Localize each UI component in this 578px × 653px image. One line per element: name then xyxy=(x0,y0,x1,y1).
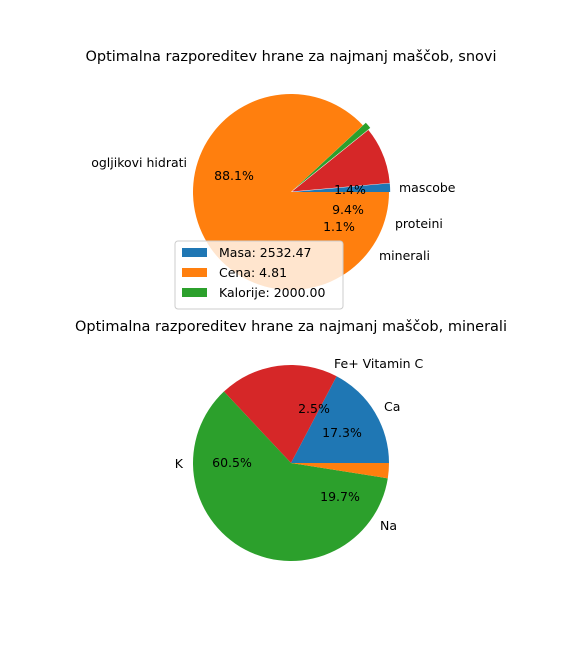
pie-chart-snovi: Optimalna razporeditev hrane za najmanj … xyxy=(85,49,497,310)
slice-label: K xyxy=(175,456,184,471)
slice-percent: 19.7% xyxy=(320,489,360,504)
slice-percent: 9.4% xyxy=(332,202,364,217)
slice-label: minerali xyxy=(379,248,430,263)
pie-slice xyxy=(292,130,390,192)
legend-swatch xyxy=(182,288,207,297)
legend-entry: Kalorije: 2000.00 xyxy=(219,285,325,300)
slice-percent: 2.5% xyxy=(298,401,330,416)
chart-title: Optimalna razporeditev hrane za najmanj … xyxy=(75,319,507,335)
legend-entry: Cena: 4.81 xyxy=(219,265,287,280)
legend-swatch xyxy=(182,268,207,277)
slice-label: proteini xyxy=(395,216,443,231)
pie-slice xyxy=(223,364,337,463)
pie-slice xyxy=(292,183,391,192)
chart-title: Optimalna razporeditev hrane za najmanj … xyxy=(85,49,496,65)
slice-percent: 1.1% xyxy=(323,219,355,234)
slice-percent: 1.4% xyxy=(334,182,366,197)
slice-label: Fe+ Vitamin C xyxy=(334,356,423,371)
pie-slice xyxy=(192,391,388,561)
slice-label: Na xyxy=(380,518,397,533)
slice-label: ogljikovi hidrati xyxy=(91,155,187,170)
legend-entry: Masa: 2532.47 xyxy=(219,245,312,260)
legend: Masa: 2532.47 Cena: 4.81 Kalorije: 2000.… xyxy=(174,240,344,310)
pie-slice xyxy=(293,122,371,190)
legend-frame xyxy=(174,240,344,310)
pie-chart-minerali: Optimalna razporeditev hrane za najmanj … xyxy=(75,319,507,561)
slice-percent: 88.1% xyxy=(214,168,254,183)
pie-slice xyxy=(291,376,389,463)
slice-label: Ca xyxy=(384,399,400,414)
slice-label: mascobe xyxy=(399,180,456,195)
pie-slice xyxy=(291,463,389,479)
slice-percent: 17.3% xyxy=(322,425,362,440)
slice-percent: 60.5% xyxy=(212,455,252,470)
legend-swatch xyxy=(182,248,207,257)
